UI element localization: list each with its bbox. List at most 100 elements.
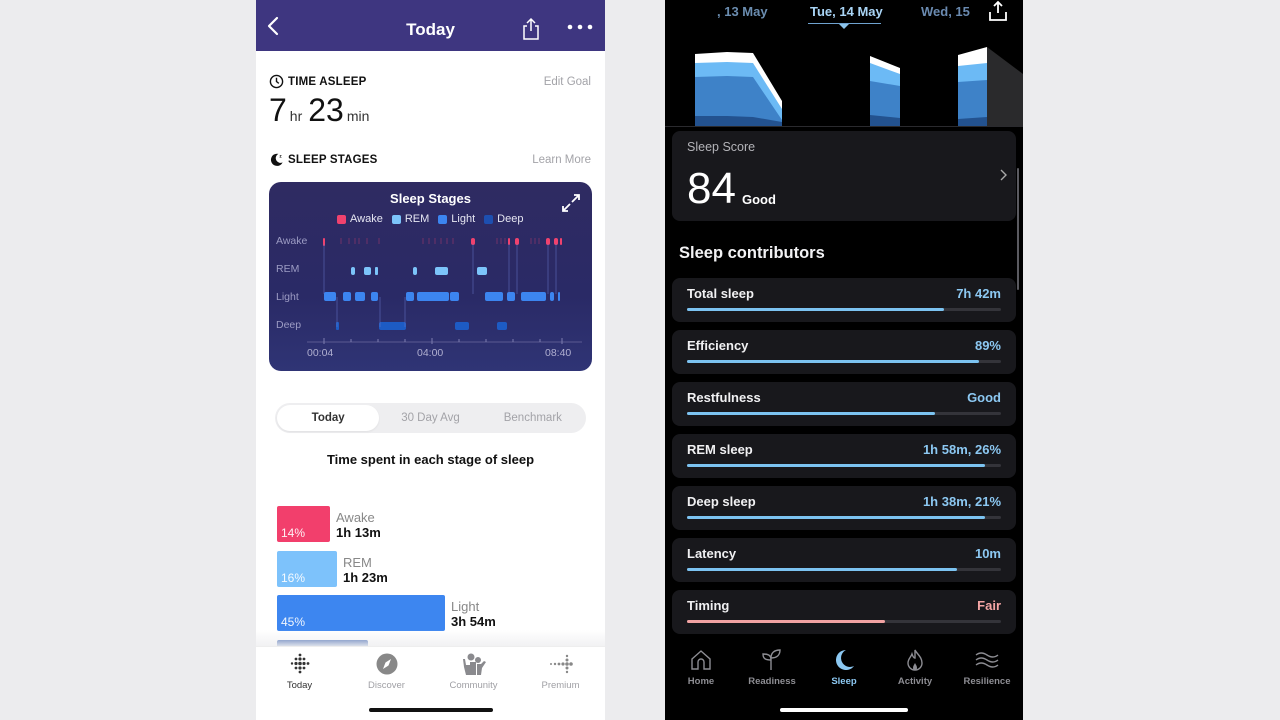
home-indicator — [780, 708, 908, 712]
stage-name: Awake — [336, 510, 375, 525]
contributor-label: Total sleep — [687, 286, 754, 301]
contributor-timing[interactable]: Timing Fair — [672, 590, 1016, 634]
nav-fade — [256, 630, 605, 646]
nav-discover[interactable]: Discover — [343, 653, 430, 691]
learn-more-link[interactable]: Learn More — [532, 154, 591, 166]
stage-percent: 16% — [281, 571, 306, 585]
sleep-stages-label: SLEEP STAGES — [288, 153, 378, 166]
nav-readiness[interactable]: Readiness — [736, 648, 808, 687]
chart-title: Sleep Stages — [390, 191, 471, 206]
sleep-stages-chart[interactable]: Sleep Stages Awake REM Light Deep Awake … — [269, 182, 592, 371]
sleep-score-label: Sleep Score — [687, 140, 756, 154]
nav-resilience[interactable]: Resilience — [951, 648, 1023, 687]
legend-light: Light — [438, 213, 475, 225]
moon-icon — [836, 650, 854, 670]
time-asleep-heading: TIME ASLEEP — [269, 74, 366, 89]
page-title: Today — [406, 20, 455, 39]
sleep-stages-heading: z SLEEP STAGES — [269, 152, 378, 167]
nav-sleep[interactable]: Sleep — [808, 648, 880, 687]
nav-label: Sleep — [831, 676, 857, 687]
date-next[interactable]: Wed, 15 — [921, 4, 970, 19]
svg-text:z: z — [279, 154, 282, 159]
contributor-efficiency[interactable]: Efficiency 89% — [672, 330, 1016, 374]
fitbit-screen: Today TIME ASLEEP Edit Goal 7 hr 23 min … — [256, 0, 605, 720]
edit-goal-link[interactable]: Edit Goal — [543, 76, 591, 88]
contributor-label: Timing — [687, 598, 730, 613]
flame-icon — [907, 649, 923, 671]
contributor-rem-sleep[interactable]: REM sleep 1h 58m, 26% — [672, 434, 1016, 478]
contributor-total-sleep[interactable]: Total sleep 7h 42m — [672, 278, 1016, 322]
contributor-label: Latency — [687, 546, 737, 561]
expand-icon[interactable] — [561, 193, 581, 213]
share-icon[interactable] — [521, 17, 541, 41]
tab-today[interactable]: Today — [277, 405, 380, 431]
fitbit-bottom-nav: Today Discover Community Premium — [256, 646, 605, 720]
chevron-left-icon[interactable] — [264, 14, 284, 38]
oura-screen: , 13 May Tue, 14 May Wed, 15 Sleep Sc — [665, 0, 1023, 720]
scrollbar[interactable] — [1017, 168, 1019, 290]
chevron-right-icon — [1000, 169, 1007, 181]
premium-dots-icon — [549, 654, 573, 674]
sleep-score-rating: Good — [742, 192, 776, 207]
nav-label: Today — [286, 680, 313, 691]
contributor-label: Efficiency — [687, 338, 749, 353]
contributor-label: Deep sleep — [687, 494, 756, 509]
x-label-start: 00:04 — [307, 347, 334, 359]
contributor-latency[interactable]: Latency 10m — [672, 538, 1016, 582]
nav-today[interactable]: Today — [256, 653, 343, 691]
sprout-icon — [762, 649, 781, 670]
nightly-sleep-chart[interactable] — [665, 30, 1023, 127]
tab-30-day-avg[interactable]: 30 Day Avg — [401, 412, 460, 424]
sleep-score-card[interactable]: Sleep Score 84 Good — [672, 131, 1016, 221]
y-label-rem: REM — [276, 263, 300, 275]
tab-benchmark[interactable]: Benchmark — [503, 412, 562, 424]
more-dots-icon[interactable] — [567, 22, 593, 32]
nav-activity[interactable]: Activity — [879, 648, 951, 687]
stage-percent: 45% — [281, 615, 306, 629]
contributor-progress — [687, 568, 1001, 571]
contributor-value: 1h 38m, 21% — [922, 494, 1001, 509]
legend-rem: REM — [391, 213, 429, 225]
oura-bottom-nav: Home Readiness Sleep Activity Resilience — [665, 640, 1023, 720]
x-label-mid: 04:00 — [417, 347, 444, 359]
date-caret-icon — [839, 24, 849, 29]
minutes-value: 23 — [308, 92, 344, 128]
y-label-light: Light — [276, 291, 299, 303]
clock-icon — [269, 74, 284, 89]
chart-divider — [665, 126, 1023, 127]
contributor-value: Fair — [977, 598, 1001, 613]
contributor-label: Restfulness — [687, 390, 761, 405]
contributor-progress — [687, 464, 1001, 467]
time-asleep-value: 7 hr 23 min — [269, 92, 372, 129]
sleep-score-value: 84 — [687, 164, 736, 213]
home-indicator — [369, 708, 493, 712]
nav-label: Readiness — [748, 676, 796, 687]
nav-community[interactable]: Community — [430, 653, 517, 691]
date-prev[interactable]: , 13 May — [717, 4, 768, 19]
fitbit-dots-icon — [290, 653, 309, 674]
hypnogram — [307, 238, 582, 344]
waves-icon — [975, 652, 999, 668]
nav-home[interactable]: Home — [665, 648, 737, 687]
stage-duration: 3h 54m — [451, 614, 496, 629]
period-segmented-control: Today 30 Day Avg Benchmark — [275, 403, 586, 433]
nav-premium[interactable]: Premium — [517, 653, 604, 691]
nav-label: Community — [449, 680, 498, 691]
share-icon[interactable] — [987, 0, 1009, 22]
home-icon — [691, 650, 711, 670]
nav-label: Premium — [541, 680, 580, 691]
date-current[interactable]: Tue, 14 May — [810, 4, 883, 19]
contributor-deep-sleep[interactable]: Deep sleep 1h 38m, 21% — [672, 486, 1016, 530]
time-asleep-label: TIME ASLEEP — [288, 75, 367, 88]
stage-duration: 1h 23m — [343, 570, 388, 585]
contributor-value: 89% — [974, 338, 1001, 353]
contributor-value: Good — [967, 390, 1001, 405]
time-spent-heading: Time spent in each stage of sleep — [326, 452, 535, 467]
contributor-progress — [687, 360, 1001, 363]
contributor-restfulness[interactable]: Restfulness Good — [672, 382, 1016, 426]
contributor-progress — [687, 620, 1001, 623]
contributor-progress — [687, 412, 1001, 415]
nav-label: Discover — [368, 680, 405, 691]
community-icon — [462, 653, 486, 675]
